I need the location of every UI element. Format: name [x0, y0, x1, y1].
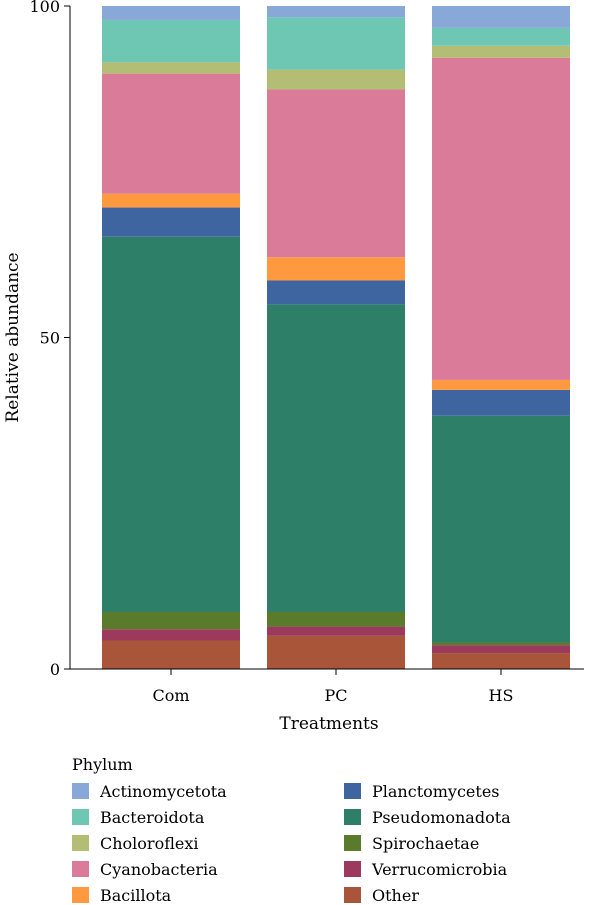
x-tick-label: HS: [489, 686, 514, 705]
bar-segment-hs-pseudomonadota: [432, 415, 570, 643]
bar-segment-pc-spirochaetae: [267, 611, 405, 627]
legend-swatch-bacillota: [72, 887, 89, 903]
bar-segment-pc-other: [267, 635, 405, 669]
bar-segment-com-planctomycetes: [102, 207, 240, 237]
legend-label-other: Other: [372, 886, 419, 905]
bar-segment-com-choloroflexi: [102, 62, 240, 74]
legend: Actinomycetota Bacteroidota Choloroflexi Cy…: [72, 782, 511, 905]
legend-label-bacillota: Bacillota: [100, 886, 172, 905]
x-axis-ticks: Com PC HS: [152, 669, 513, 705]
legend-title: Phylum: [72, 755, 133, 774]
y-axis-ticks: 0 50 100: [29, 0, 70, 679]
bar-segment-pc-bacteroidota: [267, 17, 405, 70]
bar-segment-hs-cyanobacteria: [432, 57, 570, 380]
legend-swatch-actinomycetota: [72, 783, 89, 799]
bar-segment-hs-verrucomicrobia: [432, 645, 570, 654]
y-tick-label: 100: [29, 0, 60, 16]
bar-segment-com-bacillota: [102, 193, 240, 208]
bar-segment-pc-actinomycetota: [267, 6, 405, 18]
legend-label-bacteroidota: Bacteroidota: [100, 808, 205, 827]
legend-label-pseudomonadota: Pseudomonadota: [372, 808, 511, 827]
legend-swatch-other: [344, 887, 361, 903]
bar-segment-com-verrucomicrobia: [102, 629, 240, 641]
bar-segment-com-bacteroidota: [102, 19, 240, 63]
bar-segment-pc-bacillota: [267, 257, 405, 281]
bar-segment-pc-planctomycetes: [267, 280, 405, 305]
legend-swatch-pseudomonadota: [344, 809, 361, 825]
bar-segment-com-cyanobacteria: [102, 73, 240, 194]
bar-segment-hs-planctomycetes: [432, 389, 570, 416]
legend-swatch-spirochaetae: [344, 835, 361, 851]
bar-segment-com-actinomycetota: [102, 6, 240, 20]
bar-group: [102, 6, 570, 669]
bar-segment-hs-other: [432, 653, 570, 669]
bar-segment-hs-choloroflexi: [432, 45, 570, 58]
y-tick-label: 0: [50, 660, 60, 679]
legend-label-actinomycetota: Actinomycetota: [99, 782, 227, 801]
legend-label-planctomycetes: Planctomycetes: [372, 782, 500, 801]
legend-swatch-verrucomicrobia: [344, 861, 361, 877]
legend-swatch-bacteroidota: [72, 809, 89, 825]
bar-segment-pc-pseudomonadota: [267, 304, 405, 612]
bar-segment-pc-verrucomicrobia: [267, 626, 405, 636]
bar-segment-hs-bacillota: [432, 379, 570, 390]
legend-label-choloroflexi: Choloroflexi: [100, 834, 199, 853]
legend-label-verrucomicrobia: Verrucomicrobia: [371, 860, 508, 879]
x-tick-label: PC: [324, 686, 347, 705]
y-tick-label: 50: [40, 329, 60, 348]
x-tick-label: Com: [152, 686, 189, 705]
bar-segment-com-other: [102, 640, 240, 669]
legend-swatch-planctomycetes: [344, 783, 361, 799]
bar-segment-hs-spirochaetae: [432, 642, 570, 646]
bar-segment-com-pseudomonadota: [102, 236, 240, 612]
legend-swatch-cyanobacteria: [72, 861, 89, 877]
bar-segment-hs-bacteroidota: [432, 27, 570, 46]
legend-swatch-choloroflexi: [72, 835, 89, 851]
legend-label-cyanobacteria: Cyanobacteria: [100, 860, 218, 879]
y-axis-label: Relative abundance: [3, 252, 23, 422]
bar-segment-hs-actinomycetota: [432, 6, 570, 28]
bar-segment-pc-cyanobacteria: [267, 89, 405, 258]
legend-label-spirochaetae: Spirochaetae: [372, 834, 479, 853]
bar-segment-pc-choloroflexi: [267, 69, 405, 90]
x-axis-label: Treatments: [279, 714, 378, 734]
bar-segment-com-spirochaetae: [102, 611, 240, 630]
